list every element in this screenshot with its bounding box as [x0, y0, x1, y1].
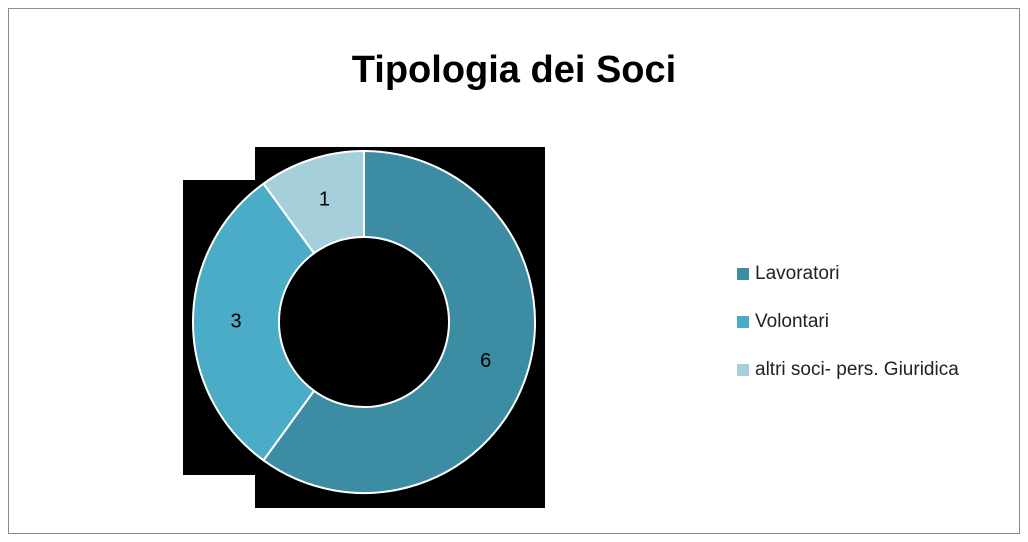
donut-slice — [262, 149, 536, 494]
legend: Lavoratori Volontari altri soci- pers. Giu… — [737, 263, 959, 380]
legend-label: Volontari — [755, 311, 829, 332]
donut-slice — [262, 149, 365, 255]
legend-swatch — [737, 316, 749, 328]
legend-label: Lavoratori — [755, 263, 840, 284]
donut-slice — [192, 182, 316, 462]
data-label: 6 — [480, 350, 491, 372]
chart-title: Tipologia dei Soci — [352, 49, 676, 91]
plot: 6 3 1 — [192, 149, 536, 494]
legend-swatch — [737, 268, 749, 280]
legend-label: altri soci- pers. Giuridica — [755, 359, 959, 380]
legend-swatch — [737, 364, 749, 376]
data-label: 3 — [230, 310, 241, 332]
data-label: 1 — [319, 189, 330, 211]
